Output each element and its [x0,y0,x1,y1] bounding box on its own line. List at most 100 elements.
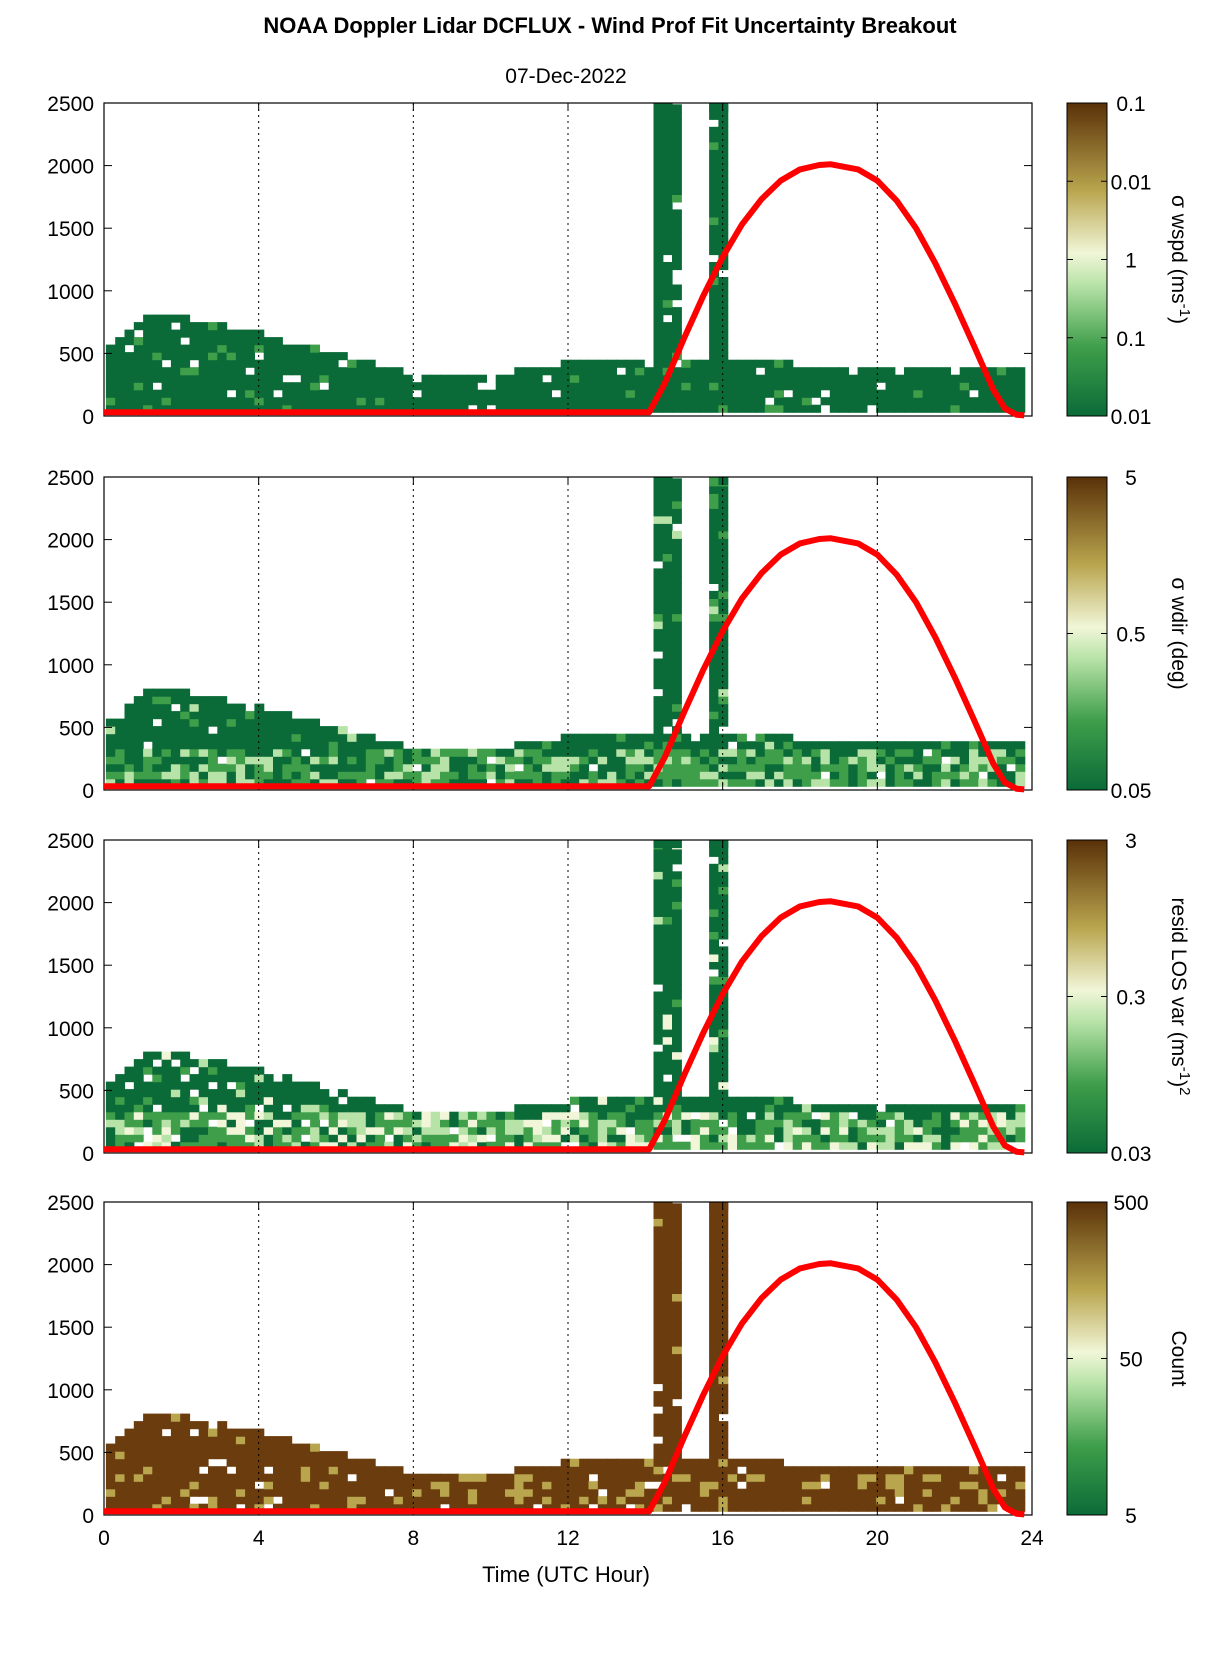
heatmap-cell [709,1496,719,1505]
heatmap-cell [1006,367,1016,376]
heatmap-cell [560,1488,571,1497]
heatmap-cell [848,1141,859,1150]
heatmap-cell [569,1488,580,1497]
heatmap-cell [848,389,859,398]
heatmap-cell [727,1104,738,1113]
heatmap-cell [737,404,747,413]
heatmap-cell [672,568,682,577]
heatmap-cell [551,1473,562,1482]
heatmap-cell [857,1488,868,1497]
heatmap-cell [337,382,348,391]
heatmap-cell [384,404,395,413]
heatmap-cell [477,756,487,765]
heatmap-cell [653,299,664,308]
heatmap-cell [310,1496,320,1505]
heatmap-cell [718,1451,729,1460]
colorbar-tick-label: 500 [1113,1192,1148,1215]
heatmap-cell [839,748,849,757]
heatmap-cell [941,741,951,750]
heatmap-cell [672,1285,682,1294]
heatmap-cell [959,748,970,757]
heatmap-cell [170,1081,181,1090]
heatmap-cell [653,999,664,1008]
heatmap-cells [105,477,1026,787]
heatmap-cell [709,1331,719,1340]
heatmap-cell [625,1466,636,1475]
heatmap-cell [885,1496,896,1505]
heatmap-cell [217,733,228,742]
heatmap-cell [653,307,664,316]
heatmap-cell [672,848,682,857]
heatmap-cell [189,404,200,413]
heatmap-cell [876,1473,887,1482]
heatmap-cell [1006,1126,1016,1135]
heatmap-cell [569,1466,580,1475]
heatmap-cell [217,382,228,391]
heatmap-cell [133,359,144,368]
heatmap-cell [189,367,200,376]
heatmap-cell [792,756,803,765]
heatmap-cell [356,1488,367,1497]
heatmap-cell [124,756,135,765]
heatmap-cell [328,1126,339,1135]
heatmap-cell [180,1066,191,1075]
heatmap-cell [662,397,673,406]
heatmap-cell [746,1458,757,1467]
heatmap-cell [133,1089,144,1098]
heatmap-cell [616,1488,627,1497]
heatmap-cell [653,508,664,517]
heatmap-cell [124,778,135,787]
heatmap-cell [180,389,191,398]
heatmap-cell [263,1119,274,1128]
heatmap-cell [774,1126,784,1135]
heatmap-cell [987,374,998,383]
heatmap-cell [969,367,979,376]
heatmap-cell [560,741,571,750]
heatmap-cell [672,688,682,697]
heatmap-cell [143,696,153,705]
heatmap-cell [774,389,784,398]
heatmap-cell [672,1021,682,1030]
heatmap-cell [607,1481,617,1490]
heatmap-cell [653,1066,664,1075]
heatmap-cell [180,352,191,361]
heatmap-cell [876,374,887,383]
heatmap-cell [263,1074,274,1083]
heatmap-cell [792,1496,803,1505]
heatmap-cell [198,1473,209,1482]
heatmap-cell [718,718,729,727]
heatmap-cell [709,886,719,895]
heatmap-cell [273,733,283,742]
heatmap-cell [198,771,209,780]
heatmap-cell [718,575,729,584]
heatmap-cell [718,1006,729,1015]
heatmap-cell [208,1503,218,1512]
heatmap-cell [718,1300,729,1309]
heatmap-cell [950,1111,961,1120]
heatmap-cell [365,1496,376,1505]
heatmap-cell [263,1443,274,1452]
heatmap-cell [820,397,831,406]
heatmap-cell [904,367,914,376]
x-tick-label: 0 [98,1527,110,1550]
heatmap-cell [375,1141,385,1150]
heatmap-cell [829,374,840,383]
heatmap-cell [801,1496,812,1505]
heatmap-cell [282,1111,293,1120]
heatmap-cell [412,756,423,765]
heatmap-cell [235,1466,246,1475]
heatmap-cell [662,1036,673,1045]
heatmap-cell [625,771,636,780]
heatmap-cell [514,1466,525,1475]
heatmap-cell [105,1451,116,1460]
heatmap-cell [115,367,126,376]
heatmap-cell [105,1081,116,1090]
heatmap-cell [198,778,209,787]
heatmap-cell [681,778,692,787]
heatmap-cell [105,1096,116,1105]
heatmap-cell [254,726,265,735]
heatmap-cell [709,239,719,248]
heatmap-cell [662,658,673,667]
heatmap-cell [245,1443,255,1452]
heatmap-cell [356,367,367,376]
